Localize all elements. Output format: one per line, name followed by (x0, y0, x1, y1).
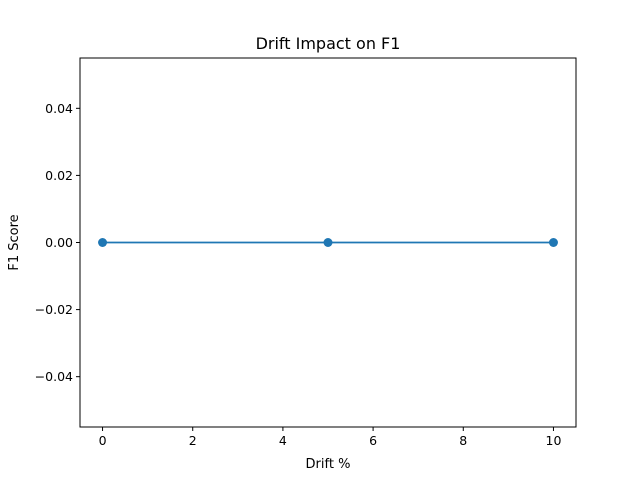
chart-title: Drift Impact on F1 (256, 34, 401, 53)
y-ticks: −0.04 −0.02 0.00 0.02 0.04 (35, 101, 80, 384)
y-tick-label: 0.04 (45, 101, 73, 116)
data-point (323, 238, 333, 247)
y-axis-label: F1 Score (7, 214, 22, 270)
y-tick-label: 0.00 (45, 235, 73, 250)
x-tick-label: 6 (369, 433, 377, 448)
x-ticks: 0 2 4 6 8 10 (99, 427, 562, 448)
data-point (98, 238, 108, 247)
x-tick-label: 2 (189, 433, 197, 448)
x-tick-label: 10 (546, 433, 562, 448)
series-group (98, 238, 558, 247)
y-tick-label: −0.02 (35, 302, 73, 317)
x-tick-label: 4 (279, 433, 287, 448)
plot-area-frame (79, 57, 577, 428)
x-tick-label: 8 (459, 433, 467, 448)
data-point (548, 238, 558, 247)
x-axis-label: Drift % (306, 457, 351, 472)
y-tick-label: −0.04 (35, 369, 73, 384)
x-tick-label: 0 (99, 433, 107, 448)
y-tick-label: 0.02 (45, 168, 73, 183)
